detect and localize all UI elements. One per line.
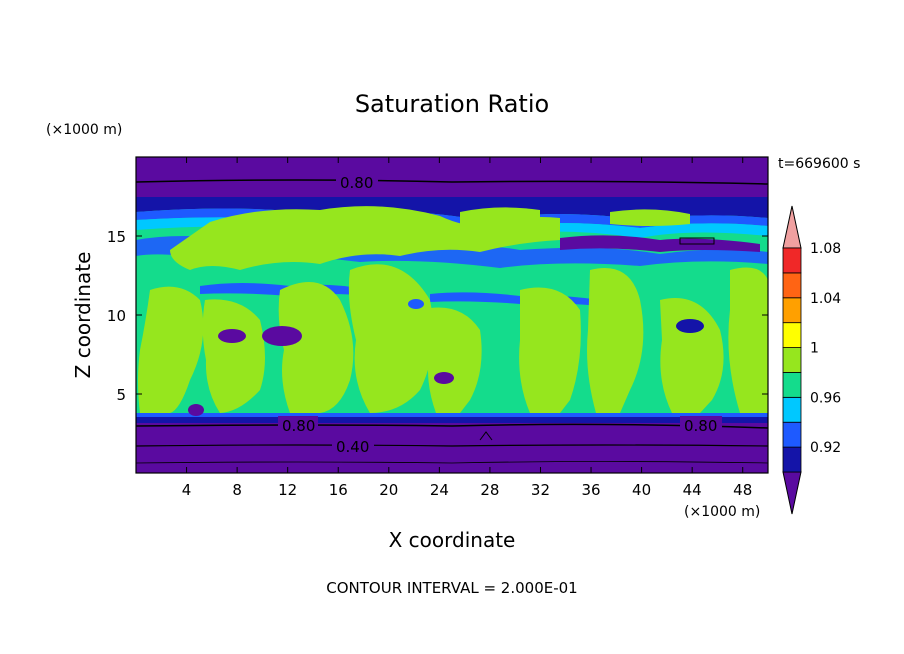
x-tick-label: 32 xyxy=(531,481,550,499)
x-tick-label: 40 xyxy=(632,481,651,499)
colorbar-label: 1 xyxy=(810,341,819,357)
x-tick-label: 24 xyxy=(430,481,449,499)
y-axis: 5 10 15 xyxy=(107,228,768,404)
y-tick-label: 10 xyxy=(107,307,126,325)
colorbar-label: 1.04 xyxy=(810,291,841,307)
x-tick-label: 4 xyxy=(182,481,192,499)
y-tick-label: 15 xyxy=(107,228,126,246)
colorbar-label: 0.92 xyxy=(810,440,841,456)
x-tick-label: 28 xyxy=(480,481,499,499)
contour-label: 0.80 xyxy=(340,174,373,192)
time-label: t=669600 s xyxy=(778,156,860,172)
colorbar-label: 1.08 xyxy=(810,241,841,257)
x-axis-title: X coordinate xyxy=(389,528,516,552)
colorbar-arrow-high xyxy=(782,205,802,249)
x-tick-label: 8 xyxy=(232,481,242,499)
chart-title: Saturation Ratio xyxy=(355,90,549,118)
x-tick-label: 12 xyxy=(278,481,297,499)
y-tick-label: 5 xyxy=(116,386,126,404)
contour-label: 0.80 xyxy=(282,417,315,435)
x-axis: 4 8 12 16 20 24 28 32 36 40 44 48 xyxy=(182,157,752,499)
x-tick-label: 44 xyxy=(683,481,702,499)
colorbar-swatch xyxy=(782,322,802,348)
x-tick-label: 20 xyxy=(379,481,398,499)
colorbar-swatch xyxy=(782,396,802,423)
contour-interval-note: CONTOUR INTERVAL = 2.000E-01 xyxy=(326,579,577,597)
contour-label: 0.40 xyxy=(336,438,369,456)
colorbar-arrow-low xyxy=(782,471,802,515)
colorbar-swatch xyxy=(782,272,802,299)
x-tick-label: 48 xyxy=(733,481,752,499)
colorbar-swatch xyxy=(782,247,802,274)
colorbar-swatch xyxy=(782,297,802,324)
y-unit-label: (×1000 m) xyxy=(46,122,122,138)
colorbar-swatch xyxy=(782,347,802,373)
x-unit-label: (×1000 m) xyxy=(684,504,760,520)
colorbar-label: 0.96 xyxy=(810,390,841,406)
colorbar-swatch xyxy=(782,421,802,448)
upper-dry-layer xyxy=(136,157,768,197)
contour-field: 0.80 0.80 0.80 0.40 xyxy=(136,157,768,473)
x-tick-label: 16 xyxy=(329,481,348,499)
y-axis-title: Z coordinate xyxy=(71,252,95,379)
colorbar: 0.92 0.96 1 1.04 1.08 xyxy=(782,205,841,515)
lower-dry-layer xyxy=(136,422,768,473)
x-tick-label: 36 xyxy=(581,481,600,499)
contour-label: 0.80 xyxy=(684,417,717,435)
colorbar-swatch xyxy=(782,446,802,473)
colorbar-swatch xyxy=(782,372,802,398)
